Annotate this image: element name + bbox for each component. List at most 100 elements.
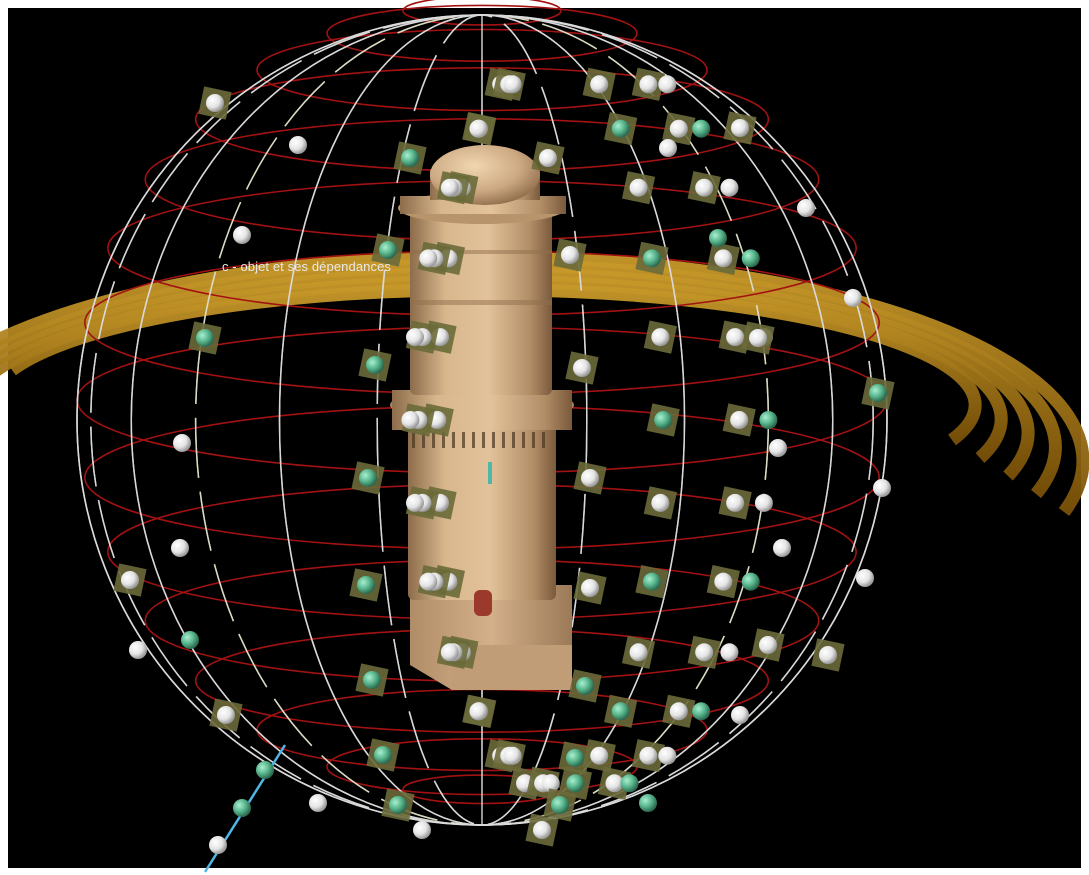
camera-marker-icon[interactable]	[440, 643, 459, 662]
camera-marker-icon[interactable]	[769, 439, 787, 457]
camera-marker-icon[interactable]	[209, 836, 227, 854]
camera-marker-icon[interactable]	[401, 411, 420, 429]
camera-marker-icon[interactable]	[440, 178, 459, 197]
camera-marker-icon[interactable]	[659, 139, 677, 157]
green-camera-marker-icon[interactable]	[604, 112, 638, 146]
camera-marker-icon[interactable]	[573, 461, 607, 495]
camera-marker-icon[interactable]	[597, 766, 632, 800]
green-camera-marker-icon[interactable]	[741, 572, 760, 591]
camera-marker-icon[interactable]	[687, 635, 721, 669]
camera-marker-icon[interactable]	[419, 572, 438, 591]
green-camera-marker-icon[interactable]	[358, 348, 392, 382]
camera-marker-icon[interactable]	[873, 479, 891, 497]
green-camera-marker-icon[interactable]	[741, 249, 760, 268]
green-camera-marker-icon[interactable]	[558, 741, 592, 775]
camera-marker-icon[interactable]	[405, 328, 424, 347]
green-camera-marker-icon[interactable]	[709, 229, 727, 247]
camera-marker-icon[interactable]	[631, 67, 665, 101]
green-camera-marker-icon[interactable]	[233, 799, 251, 817]
camera-marker-icon[interactable]	[503, 746, 522, 765]
marker-sphere	[206, 94, 224, 112]
camera-marker-icon[interactable]	[289, 136, 307, 154]
camera-marker-icon[interactable]	[723, 111, 757, 145]
camera-marker-icon[interactable]	[525, 813, 559, 847]
camera-marker-icon[interactable]	[309, 794, 327, 812]
green-camera-marker-icon[interactable]	[371, 233, 405, 267]
camera-marker-icon[interactable]	[773, 539, 791, 557]
camera-marker-icon[interactable]	[582, 67, 616, 101]
camera-marker-icon[interactable]	[844, 289, 862, 307]
green-camera-marker-icon[interactable]	[635, 565, 669, 599]
camera-marker-icon[interactable]	[469, 119, 488, 138]
camera-marker-icon[interactable]	[553, 238, 587, 272]
camera-marker-icon[interactable]	[631, 739, 665, 773]
camera-marker-icon[interactable]	[621, 171, 656, 205]
marker-sphere	[363, 671, 381, 689]
camera-marker-icon[interactable]	[419, 249, 438, 268]
camera-marker-icon[interactable]	[565, 351, 599, 385]
green-camera-marker-icon[interactable]	[393, 141, 427, 175]
camera-marker-icon[interactable]	[706, 565, 740, 599]
green-camera-marker-icon[interactable]	[366, 738, 400, 772]
camera-marker-icon[interactable]	[413, 821, 431, 839]
camera-marker-icon[interactable]	[687, 171, 721, 205]
camera-marker-icon[interactable]	[531, 141, 565, 175]
green-camera-marker-icon[interactable]	[381, 788, 415, 822]
green-camera-marker-icon[interactable]	[558, 766, 592, 800]
green-camera-marker-icon[interactable]	[188, 321, 222, 355]
green-camera-marker-icon[interactable]	[620, 774, 639, 793]
camera-marker-icon[interactable]	[541, 774, 560, 793]
camera-marker-icon[interactable]	[658, 75, 677, 94]
green-camera-marker-icon[interactable]	[351, 461, 385, 495]
camera-markers[interactable]	[113, 67, 895, 854]
green-camera-marker-icon[interactable]	[692, 119, 711, 138]
camera-marker-icon[interactable]	[731, 706, 749, 724]
green-camera-marker-icon[interactable]	[181, 631, 199, 649]
camera-marker-icon[interactable]	[643, 320, 677, 354]
camera-marker-icon[interactable]	[573, 571, 607, 605]
camera-marker-icon[interactable]	[643, 486, 677, 520]
green-camera-marker-icon[interactable]	[355, 663, 389, 697]
camera-marker-icon[interactable]	[722, 403, 756, 437]
camera-marker-icon[interactable]	[405, 493, 424, 512]
marker-sphere	[309, 794, 327, 812]
green-camera-marker-icon[interactable]	[604, 694, 638, 728]
camera-marker-icon[interactable]	[198, 86, 232, 120]
camera-marker-icon[interactable]	[751, 628, 785, 662]
green-camera-marker-icon[interactable]	[759, 411, 778, 429]
camera-marker-icon[interactable]	[856, 569, 874, 587]
camera-marker-icon[interactable]	[741, 321, 775, 355]
camera-marker-icon[interactable]	[113, 563, 147, 597]
camera-marker-icon[interactable]	[171, 539, 189, 557]
camera-marker-icon[interactable]	[658, 746, 677, 765]
camera-marker-icon[interactable]	[662, 112, 696, 146]
camera-marker-icon[interactable]	[706, 241, 740, 275]
marker-sphere	[233, 799, 251, 817]
green-camera-marker-icon[interactable]	[568, 669, 602, 703]
camera-marker-icon[interactable]	[718, 486, 752, 520]
camera-marker-icon[interactable]	[129, 641, 147, 659]
green-camera-marker-icon[interactable]	[635, 241, 669, 275]
camera-marker-icon[interactable]	[797, 199, 815, 217]
camera-marker-icon[interactable]	[209, 698, 243, 732]
green-camera-marker-icon[interactable]	[861, 376, 895, 410]
camera-marker-icon[interactable]	[720, 643, 739, 662]
camera-marker-icon[interactable]	[754, 493, 773, 512]
camera-marker-icon[interactable]	[173, 434, 191, 452]
camera-marker-icon[interactable]	[503, 75, 522, 94]
camera-marker-icon[interactable]	[621, 635, 656, 669]
camera-marker-icon[interactable]	[720, 178, 739, 197]
camera-marker-icon[interactable]	[811, 638, 845, 672]
green-camera-marker-icon[interactable]	[639, 794, 657, 812]
green-camera-marker-icon[interactable]	[256, 761, 274, 779]
green-camera-marker-icon[interactable]	[692, 702, 711, 721]
camera-marker-icon[interactable]	[662, 694, 696, 728]
camera-marker-icon[interactable]	[469, 702, 488, 721]
marker-sphere	[695, 178, 714, 197]
green-camera-marker-icon[interactable]	[543, 788, 577, 822]
green-camera-marker-icon[interactable]	[349, 568, 383, 602]
green-camera-marker-icon[interactable]	[646, 403, 680, 437]
camera-marker-icon[interactable]	[233, 226, 251, 244]
